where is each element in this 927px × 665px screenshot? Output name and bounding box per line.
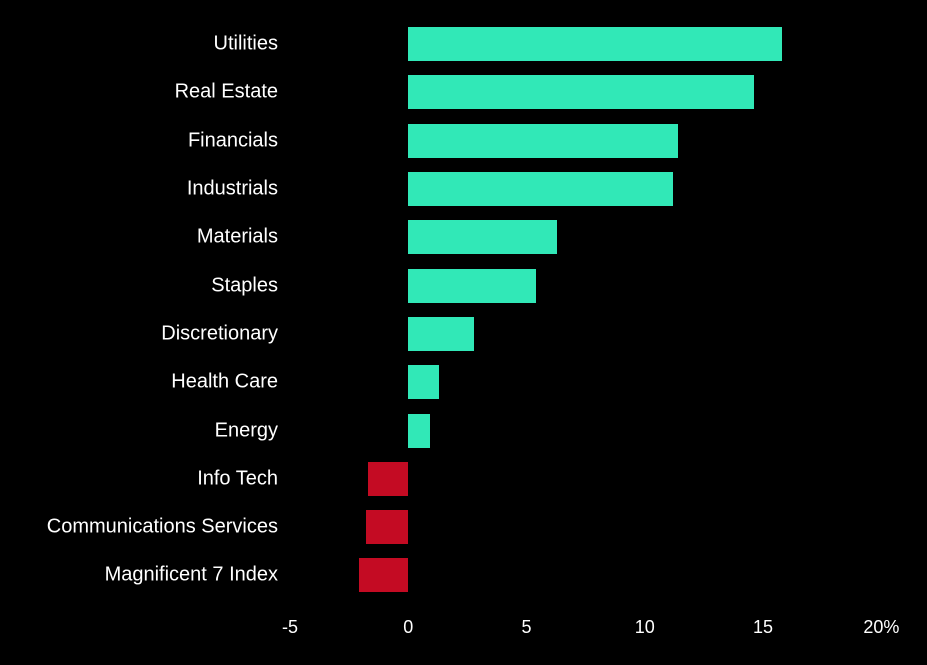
x-axis-tick: 0 — [403, 617, 413, 638]
bar — [408, 27, 782, 61]
plot-area: Utilities Real Estate Financials Industrial… — [290, 20, 905, 610]
bar-row: Industrials — [290, 172, 905, 206]
bar — [368, 462, 408, 496]
x-axis-tick: -5 — [282, 617, 298, 638]
bar-row: Real Estate — [290, 75, 905, 109]
category-label: Energy — [215, 419, 290, 442]
bar-row: Health Care — [290, 365, 905, 399]
category-label: Discretionary — [161, 322, 290, 345]
bar-row: Financials — [290, 124, 905, 158]
category-label: Real Estate — [175, 81, 290, 104]
bar — [408, 414, 429, 448]
category-label: Financials — [188, 129, 290, 152]
x-axis-tick: 15 — [753, 617, 773, 638]
bar-row: Materials — [290, 220, 905, 254]
category-label: Info Tech — [197, 467, 290, 490]
x-axis-tick: 10 — [635, 617, 655, 638]
bar-row: Energy — [290, 414, 905, 448]
x-axis-tick: 5 — [522, 617, 532, 638]
bar — [359, 558, 409, 592]
sector-performance-chart: UtilitiesReal EstateFinancialsIndustrial… — [0, 0, 927, 665]
x-axis-tick: 20% — [863, 617, 899, 638]
category-label: Magnificent 7 Index — [105, 564, 290, 587]
category-label: Health Care — [171, 371, 290, 394]
bar — [408, 75, 753, 109]
bar — [408, 317, 474, 351]
bar-row: Staples — [290, 269, 905, 303]
bar — [408, 220, 557, 254]
bar-row: Magnificent 7 Index — [290, 558, 905, 592]
bar — [408, 269, 536, 303]
bar-row: Utilities — [290, 27, 905, 61]
category-label: Communications Services — [47, 516, 290, 539]
category-label: Industrials — [187, 178, 290, 201]
category-label: Staples — [211, 274, 290, 297]
bar-row: Discretionary — [290, 317, 905, 351]
category-label: Materials — [197, 226, 290, 249]
bar — [366, 510, 409, 544]
category-label: Utilities — [214, 33, 290, 56]
bar — [408, 172, 673, 206]
bar — [408, 365, 439, 399]
bar — [408, 124, 678, 158]
bar-row: Info Tech — [290, 462, 905, 496]
bar-row: Communications Services — [290, 510, 905, 544]
